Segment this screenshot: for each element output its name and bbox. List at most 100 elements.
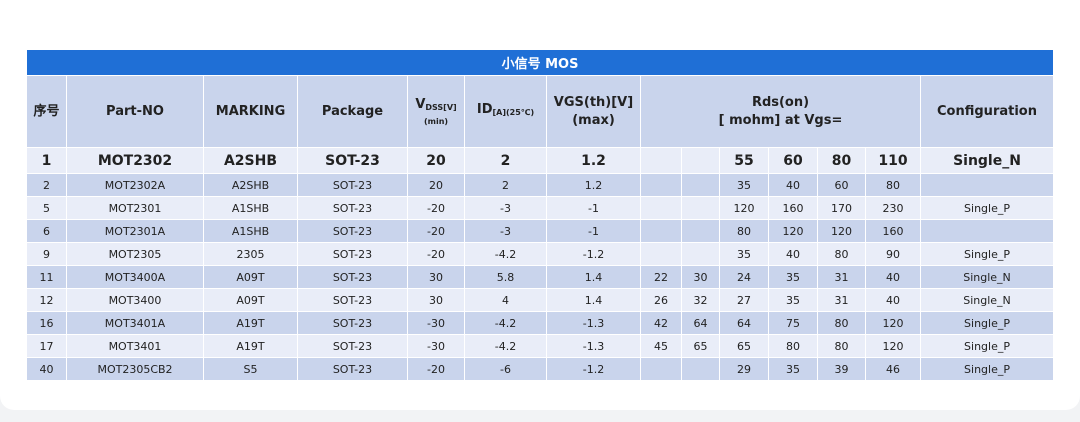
table-cell: 40 — [865, 288, 921, 312]
table-row: 12 MOT3400 A09T SOT-23 30 4 1.4 26 32 27 35 31 40 Sin… — [26, 288, 1055, 312]
table-cell: 80 — [865, 173, 921, 197]
table-cell: 80 — [817, 311, 866, 335]
table-cell: A1SHB — [203, 219, 298, 243]
table-cell: SOT-23 — [297, 265, 408, 289]
table-row: 6 MOT2301A A1SHB SOT-23 -20 -3 -1 80 120 120 160 — [26, 219, 1055, 243]
table-cell: Single_P — [919, 242, 1055, 266]
table-cell: MOT2301A — [66, 219, 204, 243]
table-cell: 35 — [768, 288, 818, 312]
header-cell: VDSS[V] (min) — [407, 75, 465, 148]
table-cell: -20 — [407, 219, 465, 243]
table-cell: 2305 — [203, 242, 298, 266]
table-cell: Single_P — [919, 311, 1055, 335]
table-row: 9 MOT2305 2305 SOT-23 -20 -4.2 -1.2 35 40 80 90 Sin… — [26, 242, 1055, 266]
table-cell: 30 — [681, 265, 720, 289]
header-cell: Rds(on) [ mohm] at Vgs= — [640, 75, 921, 148]
table-cell — [640, 196, 682, 220]
table-cell: Single_P — [919, 357, 1055, 381]
table-cell: Single_P — [919, 334, 1055, 358]
table-cell: 35 — [719, 242, 769, 266]
table-cell: 24 — [719, 265, 769, 289]
header-sub: DSS[V] — [425, 103, 457, 112]
header-cell: VGS(th)[V] (max) — [546, 75, 641, 148]
table-cell: 17 — [26, 334, 67, 358]
table-row: 16 MOT3401A A19T SOT-23 -30 -4.2 -1.3 42 64 64 75 8… — [26, 311, 1055, 335]
table-cell: 90 — [865, 242, 921, 266]
table-cell: 80 — [817, 242, 866, 266]
table-cell: SOT-23 — [297, 288, 408, 312]
table-cell: SOT-23 — [297, 357, 408, 381]
header-cell: MARKING — [203, 75, 298, 148]
table-cell: SOT-23 — [297, 311, 408, 335]
table-cell: 35 — [719, 173, 769, 197]
table-cell: MOT2305 — [66, 242, 204, 266]
table-cell: 29 — [719, 357, 769, 381]
table-cell: -1 — [546, 196, 641, 220]
table-cell: 1.4 — [546, 265, 641, 289]
table-cell: Single_N — [919, 147, 1055, 174]
table-cell — [681, 173, 720, 197]
table-cell: A2SHB — [203, 147, 298, 174]
table-cell: SOT-23 — [297, 219, 408, 243]
table-cell: -4.2 — [464, 334, 547, 358]
table-cell: MOT2301 — [66, 196, 204, 220]
table-cell: 65 — [681, 334, 720, 358]
table-cell: 40 — [26, 357, 67, 381]
table-cell: 35 — [768, 265, 818, 289]
table-cell: 2 — [464, 173, 547, 197]
table-cell: 42 — [640, 311, 682, 335]
table-cell — [640, 219, 682, 243]
table-cell: 1.2 — [546, 147, 641, 174]
table-cell: A19T — [203, 334, 298, 358]
header-text: Rds(on) — [751, 94, 810, 110]
table-cell: 39 — [817, 357, 866, 381]
header-note: (min) — [423, 117, 449, 126]
header-text: (max) — [572, 112, 615, 128]
table-title: 小信号 MOS — [25, 49, 1055, 76]
table-cell: 46 — [865, 357, 921, 381]
table-cell: MOT3401 — [66, 334, 204, 358]
table-cell — [681, 147, 720, 174]
table-cell: 64 — [681, 311, 720, 335]
table-cell: MOT3400A — [66, 265, 204, 289]
table-cell: -3 — [464, 219, 547, 243]
table-cell: 65 — [719, 334, 769, 358]
table-cell: -1.3 — [546, 311, 641, 335]
table-cell: 2 — [464, 147, 547, 174]
table-cell — [681, 219, 720, 243]
header-text: V — [415, 97, 426, 112]
table-cell: 35 — [768, 357, 818, 381]
table-cell: -20 — [407, 242, 465, 266]
table-cell: 31 — [817, 265, 866, 289]
table-cell: 5 — [26, 196, 67, 220]
table-cell: 4 — [464, 288, 547, 312]
header-text: VGS(th)[V] — [553, 94, 634, 110]
table-cell — [640, 173, 682, 197]
table-cell: -1.2 — [546, 242, 641, 266]
table-cell: 45 — [640, 334, 682, 358]
table-cell: A09T — [203, 265, 298, 289]
table-cell: 16 — [26, 311, 67, 335]
table-cell: MOT2302 — [66, 147, 204, 174]
header-cell: ID[A](25℃) — [464, 75, 547, 148]
table-cell: -1.3 — [546, 334, 641, 358]
table-cell: 32 — [681, 288, 720, 312]
table-cell: 31 — [817, 288, 866, 312]
table-cell: 120 — [865, 311, 921, 335]
table-row: 5 MOT2301 A1SHB SOT-23 -20 -3 -1 120 160 170 230 Si… — [26, 196, 1055, 220]
table-cell: 20 — [407, 147, 465, 174]
table-cell: A1SHB — [203, 196, 298, 220]
table-row: 2 MOT2302A A2SHB SOT-23 20 2 1.2 35 40 60 80 — [26, 173, 1055, 197]
table-row: 11 MOT3400A A09T SOT-23 30 5.8 1.4 22 30 24 35 31 40… — [26, 265, 1055, 289]
table-cell: 20 — [407, 173, 465, 197]
header-text: [ mohm] at Vgs= — [718, 112, 843, 128]
table-cell: 40 — [768, 173, 818, 197]
table-cell: SOT-23 — [297, 242, 408, 266]
table-cell — [640, 357, 682, 381]
table-cell: 26 — [640, 288, 682, 312]
table-cell: 80 — [817, 334, 866, 358]
table-cell: 40 — [865, 265, 921, 289]
header-cell: 序号 — [26, 75, 67, 148]
table-cell: 80 — [817, 147, 866, 174]
